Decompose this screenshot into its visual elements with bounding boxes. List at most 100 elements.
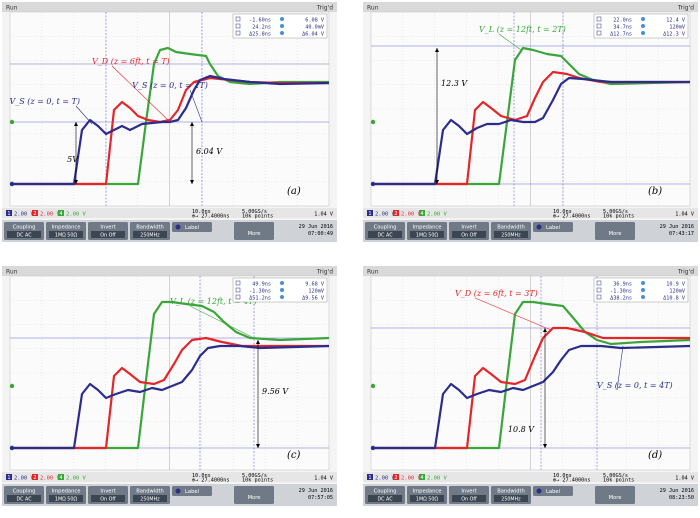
label-button-text: Label (546, 225, 560, 231)
menu-button-label: Impedance (52, 489, 81, 495)
channel-info-bar (2, 472, 337, 482)
menu-option[interactable] (368, 495, 402, 502)
readout-time: -1.30ns (610, 289, 632, 295)
channel-number: 4 (59, 211, 62, 217)
label-button[interactable] (533, 486, 573, 496)
channel-marker[interactable] (370, 383, 376, 389)
annotation-label: V_S (z = 0, t = T) (9, 97, 80, 106)
channel-number: 4 (420, 211, 423, 217)
more-button[interactable] (595, 222, 635, 240)
menu-option[interactable] (494, 495, 528, 502)
menu-option[interactable] (49, 495, 83, 502)
trace-ch2 (10, 336, 329, 450)
channel-badge[interactable] (58, 210, 64, 216)
trig-status: Trig'd (316, 269, 333, 276)
menu-option[interactable] (494, 231, 528, 238)
menu-option[interactable] (7, 231, 41, 238)
readout-icon (596, 23, 602, 29)
date-label: 29 Jun 2016 (660, 224, 694, 230)
channel-marker[interactable] (370, 181, 376, 187)
menu-option[interactable] (7, 495, 41, 502)
trace-ch4 (371, 300, 691, 450)
scope-panel-b: Run Trig'd V_L (z = 12ft, t = 2T) 12.3 V (b)… (363, 2, 698, 242)
more-button[interactable] (234, 486, 274, 504)
annotation-label: V_S (z = 0, t = 4T) (597, 381, 673, 390)
time-label: 07:43:17 (669, 231, 694, 237)
readout-icon (280, 17, 284, 21)
channel-number: 1 (368, 475, 371, 481)
annotation-leader (111, 65, 171, 123)
more-button[interactable] (595, 486, 635, 504)
timebase-div: 10.0ns (192, 209, 211, 215)
annotation-label: 12.3 V (441, 79, 468, 88)
menu-option-label: On Off (461, 497, 477, 503)
annotation-label: V_D (z = 6ft, t = T) (92, 57, 170, 66)
channel-marker[interactable] (370, 445, 376, 451)
channel-marker[interactable] (9, 119, 15, 125)
sample-rate: 5.00GS/s (603, 209, 628, 215)
menu-button-label: Impedance (413, 489, 442, 495)
record-length: 10k points (242, 478, 273, 484)
label-button[interactable] (172, 222, 212, 232)
channel-badge[interactable] (6, 210, 12, 216)
channel-badge[interactable] (419, 474, 425, 480)
sample-rate: 5.00GS/s (603, 473, 628, 479)
channel-marker[interactable] (9, 181, 15, 187)
readout-voltage: 120mV (669, 289, 685, 295)
more-button[interactable] (234, 222, 274, 240)
label-button[interactable] (172, 486, 212, 496)
channel-badge[interactable] (367, 210, 373, 216)
channel-number: 4 (420, 475, 423, 481)
menu-option-label: 1MΩ 50Ω (416, 497, 438, 503)
more-button-text: More (609, 495, 622, 501)
channel-marker[interactable] (370, 119, 376, 125)
menu-option-label: DC AC (377, 497, 393, 503)
channel-badge[interactable] (32, 474, 38, 480)
channel-badge[interactable] (393, 210, 399, 216)
channel-scale: 2.00 V (40, 212, 61, 218)
readout-icon (235, 287, 241, 293)
menu-option[interactable] (133, 495, 167, 502)
menu-option[interactable] (368, 231, 402, 238)
menu-option[interactable] (91, 231, 125, 238)
channel-badge[interactable] (6, 474, 12, 480)
channel-badge[interactable] (367, 474, 373, 480)
trace-ch2 (371, 326, 690, 450)
readout-icon (235, 280, 241, 286)
channel-badge[interactable] (393, 474, 399, 480)
menu-option-label: 250MHz (501, 233, 521, 239)
menu-option[interactable] (452, 495, 486, 502)
sample-rate: 5.00GS/s (242, 473, 267, 479)
menu-option-label: 250MHz (140, 497, 160, 503)
menu-option[interactable] (49, 231, 83, 238)
channel-scale: 2.00 V (14, 212, 35, 218)
menu-option[interactable] (452, 231, 486, 238)
channel-badge[interactable] (58, 474, 64, 480)
run-status: Run (367, 5, 379, 12)
readout-icon (641, 31, 645, 35)
label-button[interactable] (533, 222, 573, 232)
channel-badge[interactable] (419, 210, 425, 216)
menu-option-label: DC AC (16, 233, 32, 239)
readout-icon (235, 16, 241, 22)
cursor-readout (593, 13, 689, 39)
menu-option[interactable] (133, 231, 167, 238)
channel-marker[interactable] (9, 383, 15, 389)
channel-badge[interactable] (32, 210, 38, 216)
menu-option[interactable] (410, 495, 444, 502)
trace-ch1 (371, 344, 691, 450)
trig-status: Trig'd (316, 5, 333, 12)
menu-option[interactable] (410, 231, 444, 238)
readout-icon (235, 23, 241, 29)
readout-time: 49.9ns (252, 282, 271, 288)
menu-option[interactable] (91, 495, 125, 502)
record-length: 10k points (603, 214, 634, 220)
menu-option-label: On Off (100, 497, 116, 503)
readout-icon (641, 281, 645, 285)
readout-voltage: Δ6.04 V (302, 32, 324, 38)
panel-label: (d) (648, 450, 662, 461)
trig-status: Trig'd (677, 269, 694, 276)
timebase-offset: ⊕→ 27.4000ns (192, 214, 229, 220)
channel-marker[interactable] (9, 445, 15, 451)
status-bar (363, 266, 698, 276)
